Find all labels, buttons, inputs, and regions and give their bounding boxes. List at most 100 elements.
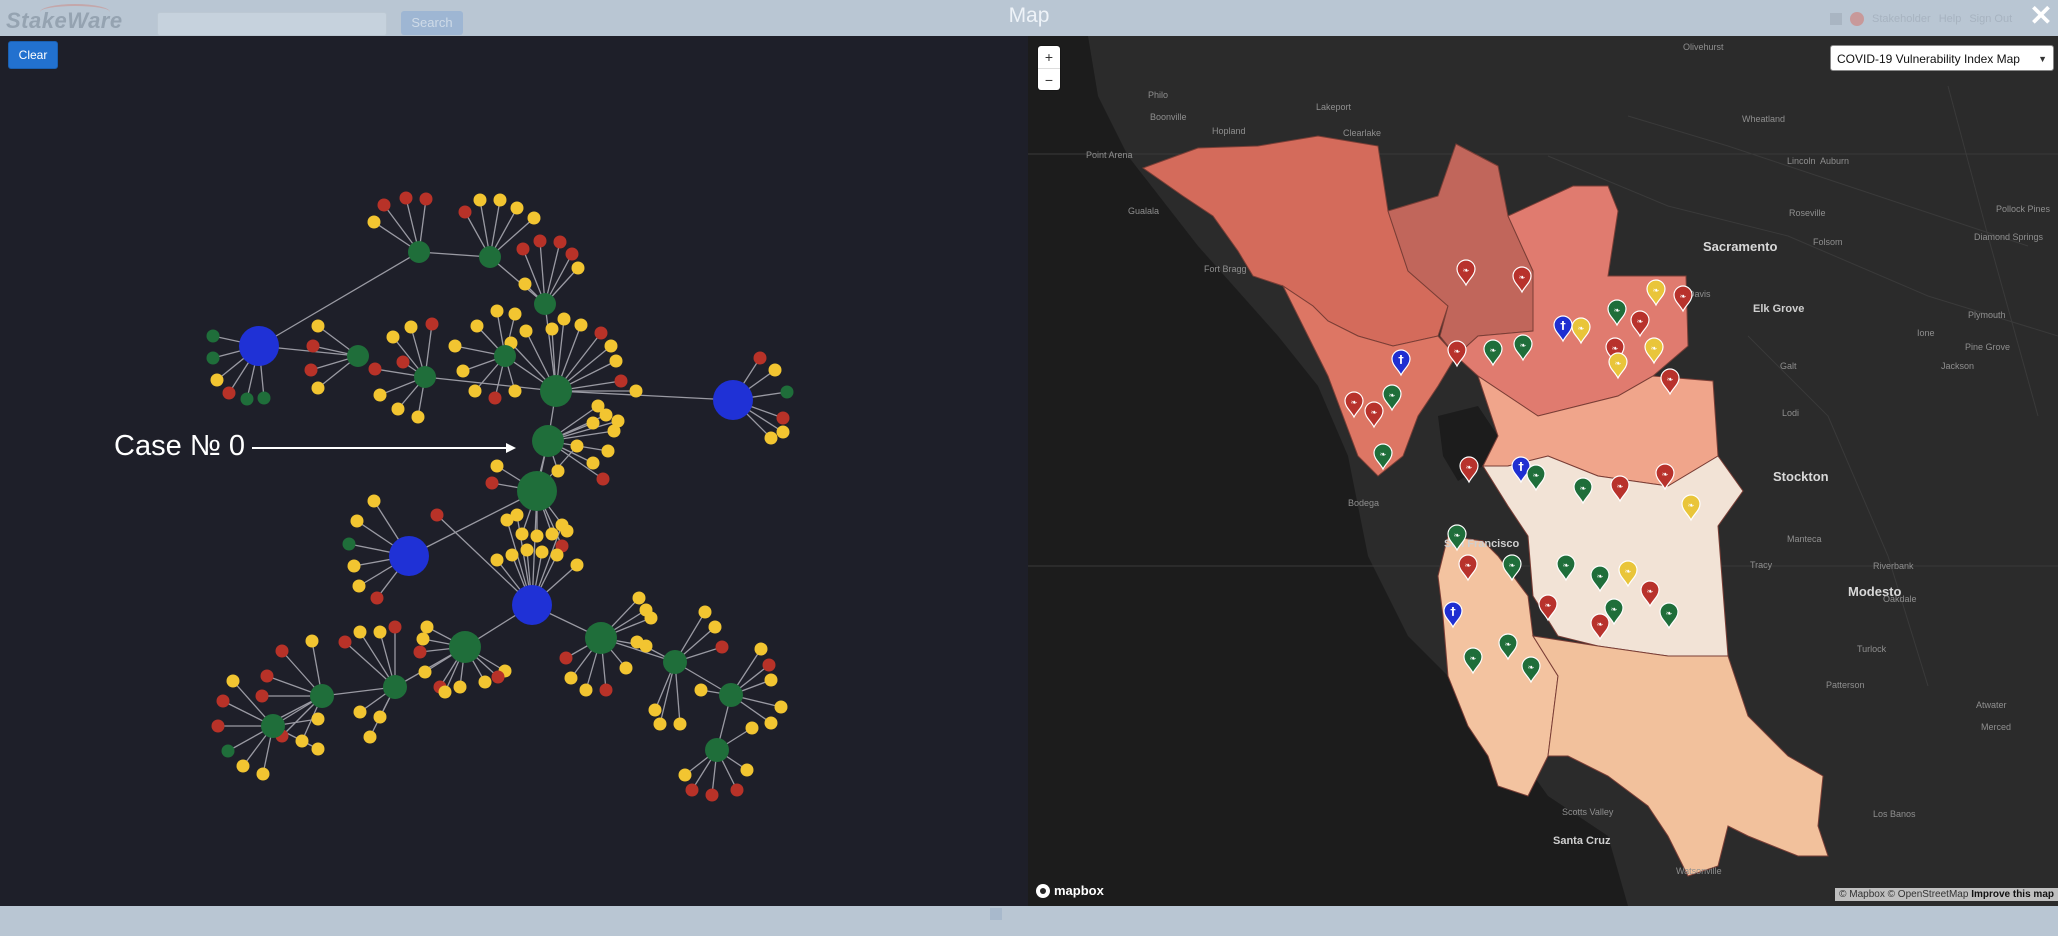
- contact-node-y[interactable]: [570, 558, 584, 572]
- location-marker-icon[interactable]: ❧: [1502, 554, 1522, 582]
- contact-node-r[interactable]: [596, 472, 610, 486]
- contact-node-y[interactable]: [508, 307, 522, 321]
- contact-node-y[interactable]: [555, 518, 569, 532]
- location-marker-icon[interactable]: ❧: [1659, 602, 1679, 630]
- contact-node-y[interactable]: [515, 527, 529, 541]
- contact-node-y[interactable]: [478, 675, 492, 689]
- contact-node-y[interactable]: [530, 529, 544, 543]
- contact-node-y[interactable]: [774, 700, 788, 714]
- contact-node-y[interactable]: [611, 414, 625, 428]
- contact-node-r[interactable]: [216, 694, 230, 708]
- contact-node-r[interactable]: [685, 783, 699, 797]
- contact-node-r[interactable]: [260, 669, 274, 683]
- location-marker-icon[interactable]: ❧: [1382, 384, 1402, 412]
- location-marker-icon[interactable]: ❧: [1521, 656, 1541, 684]
- contact-node-y[interactable]: [579, 683, 593, 697]
- contact-node-y[interactable]: [404, 320, 418, 334]
- location-marker-icon[interactable]: ❧: [1610, 475, 1630, 503]
- location-marker-icon[interactable]: ❧: [1556, 554, 1576, 582]
- contact-node-y[interactable]: [629, 384, 643, 398]
- contact-node-y[interactable]: [510, 201, 524, 215]
- contact-node-y[interactable]: [453, 680, 467, 694]
- contact-node-r[interactable]: [614, 374, 628, 388]
- contact-node-r[interactable]: [762, 658, 776, 672]
- contact-node-y[interactable]: [527, 211, 541, 225]
- contact-node-y[interactable]: [256, 767, 270, 781]
- contact-node-g[interactable]: [342, 537, 356, 551]
- contact-node-r[interactable]: [388, 620, 402, 634]
- case-node[interactable]: [540, 375, 572, 407]
- contact-node-y[interactable]: [673, 717, 687, 731]
- contact-node-y[interactable]: [768, 363, 782, 377]
- contact-node-y[interactable]: [500, 513, 514, 527]
- location-marker-icon[interactable]: ❧: [1498, 633, 1518, 661]
- contact-node-r[interactable]: [425, 317, 439, 331]
- contact-node-r[interactable]: [419, 192, 433, 206]
- mapbox-logo[interactable]: mapbox: [1036, 883, 1104, 898]
- location-marker-icon[interactable]: ❧: [1344, 391, 1364, 419]
- contact-node-y[interactable]: [347, 559, 361, 573]
- contact-node-y[interactable]: [678, 768, 692, 782]
- contact-node-y[interactable]: [776, 425, 790, 439]
- case-node[interactable]: [532, 425, 564, 457]
- contact-node-y[interactable]: [708, 620, 722, 634]
- contact-node-y[interactable]: [367, 215, 381, 229]
- contact-node-y[interactable]: [490, 553, 504, 567]
- contact-node-y[interactable]: [644, 611, 658, 625]
- contact-node-r[interactable]: [776, 411, 790, 425]
- contact-node-r[interactable]: [413, 645, 427, 659]
- contact-node-g[interactable]: [206, 329, 220, 343]
- contact-node-y[interactable]: [571, 261, 585, 275]
- contact-node-r[interactable]: [222, 386, 236, 400]
- contact-node-y[interactable]: [745, 721, 759, 735]
- contact-node-y[interactable]: [630, 635, 644, 649]
- contact-node-r[interactable]: [368, 362, 382, 376]
- contact-node-y[interactable]: [473, 193, 487, 207]
- contact-node-y[interactable]: [545, 322, 559, 336]
- location-marker-icon[interactable]: ❧: [1458, 554, 1478, 582]
- contact-node-y[interactable]: [456, 364, 470, 378]
- case-node[interactable]: [414, 366, 436, 388]
- case-node[interactable]: [449, 631, 481, 663]
- location-marker-icon[interactable]: ❧: [1571, 317, 1591, 345]
- contact-node-y[interactable]: [754, 642, 768, 656]
- contact-network-graph[interactable]: [0, 36, 1028, 906]
- contact-node-y[interactable]: [520, 543, 534, 557]
- church-marker-icon[interactable]: †: [1443, 601, 1463, 629]
- contact-node-y[interactable]: [490, 304, 504, 318]
- contact-node-y[interactable]: [764, 673, 778, 687]
- location-marker-icon[interactable]: ❧: [1573, 477, 1593, 505]
- location-marker-icon[interactable]: ❧: [1590, 565, 1610, 593]
- location-marker-icon[interactable]: ❧: [1640, 580, 1660, 608]
- contact-node-y[interactable]: [619, 661, 633, 675]
- contact-node-y[interactable]: [519, 324, 533, 338]
- case-node[interactable]: [408, 241, 430, 263]
- contact-node-r[interactable]: [533, 234, 547, 248]
- improve-map-link[interactable]: Improve this map: [1971, 889, 2054, 900]
- contact-node-r[interactable]: [306, 339, 320, 353]
- contact-node-y[interactable]: [518, 277, 532, 291]
- contact-node-y[interactable]: [305, 634, 319, 648]
- contact-node-y[interactable]: [570, 439, 584, 453]
- case-node[interactable]: [479, 246, 501, 268]
- case-node[interactable]: [719, 683, 743, 707]
- contact-node-y[interactable]: [545, 527, 559, 541]
- contact-node-y[interactable]: [373, 710, 387, 724]
- case-node[interactable]: [705, 738, 729, 762]
- hub-node[interactable]: [512, 585, 552, 625]
- contact-node-r[interactable]: [565, 247, 579, 261]
- contact-node-y[interactable]: [295, 734, 309, 748]
- contact-node-r[interactable]: [753, 351, 767, 365]
- contact-node-r[interactable]: [377, 198, 391, 212]
- contact-node-y[interactable]: [490, 459, 504, 473]
- contact-node-y[interactable]: [740, 763, 754, 777]
- contact-node-y[interactable]: [586, 456, 600, 470]
- contact-node-r[interactable]: [396, 355, 410, 369]
- contact-node-g[interactable]: [240, 392, 254, 406]
- case-node[interactable]: [517, 471, 557, 511]
- case-node[interactable]: [494, 345, 516, 367]
- contact-node-y[interactable]: [632, 591, 646, 605]
- contact-node-y[interactable]: [210, 373, 224, 387]
- contact-node-y[interactable]: [420, 620, 434, 634]
